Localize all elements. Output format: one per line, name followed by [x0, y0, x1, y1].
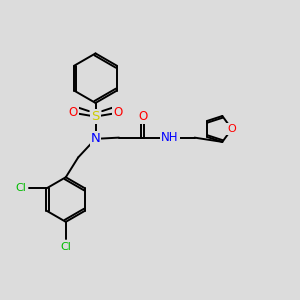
Text: Cl: Cl	[16, 183, 27, 194]
Text: N: N	[91, 132, 100, 146]
Text: O: O	[227, 124, 236, 134]
Text: Cl: Cl	[60, 242, 71, 252]
Text: S: S	[91, 110, 100, 123]
Text: O: O	[69, 106, 78, 119]
Text: O: O	[138, 110, 147, 123]
Text: NH: NH	[161, 131, 178, 144]
Text: O: O	[113, 106, 122, 119]
